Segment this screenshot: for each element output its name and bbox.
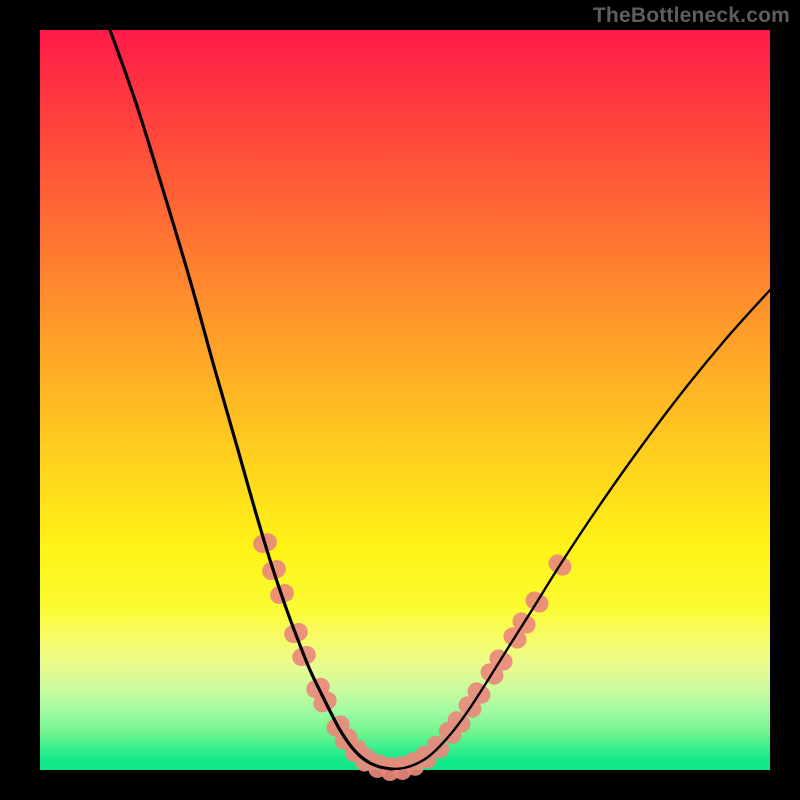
chart-container: TheBottleneck.com <box>0 0 800 800</box>
curve-line <box>110 30 392 769</box>
watermark-text: TheBottleneck.com <box>593 4 790 28</box>
curve-line <box>392 290 770 769</box>
chart-svg <box>40 30 770 770</box>
plot-area <box>40 30 770 770</box>
